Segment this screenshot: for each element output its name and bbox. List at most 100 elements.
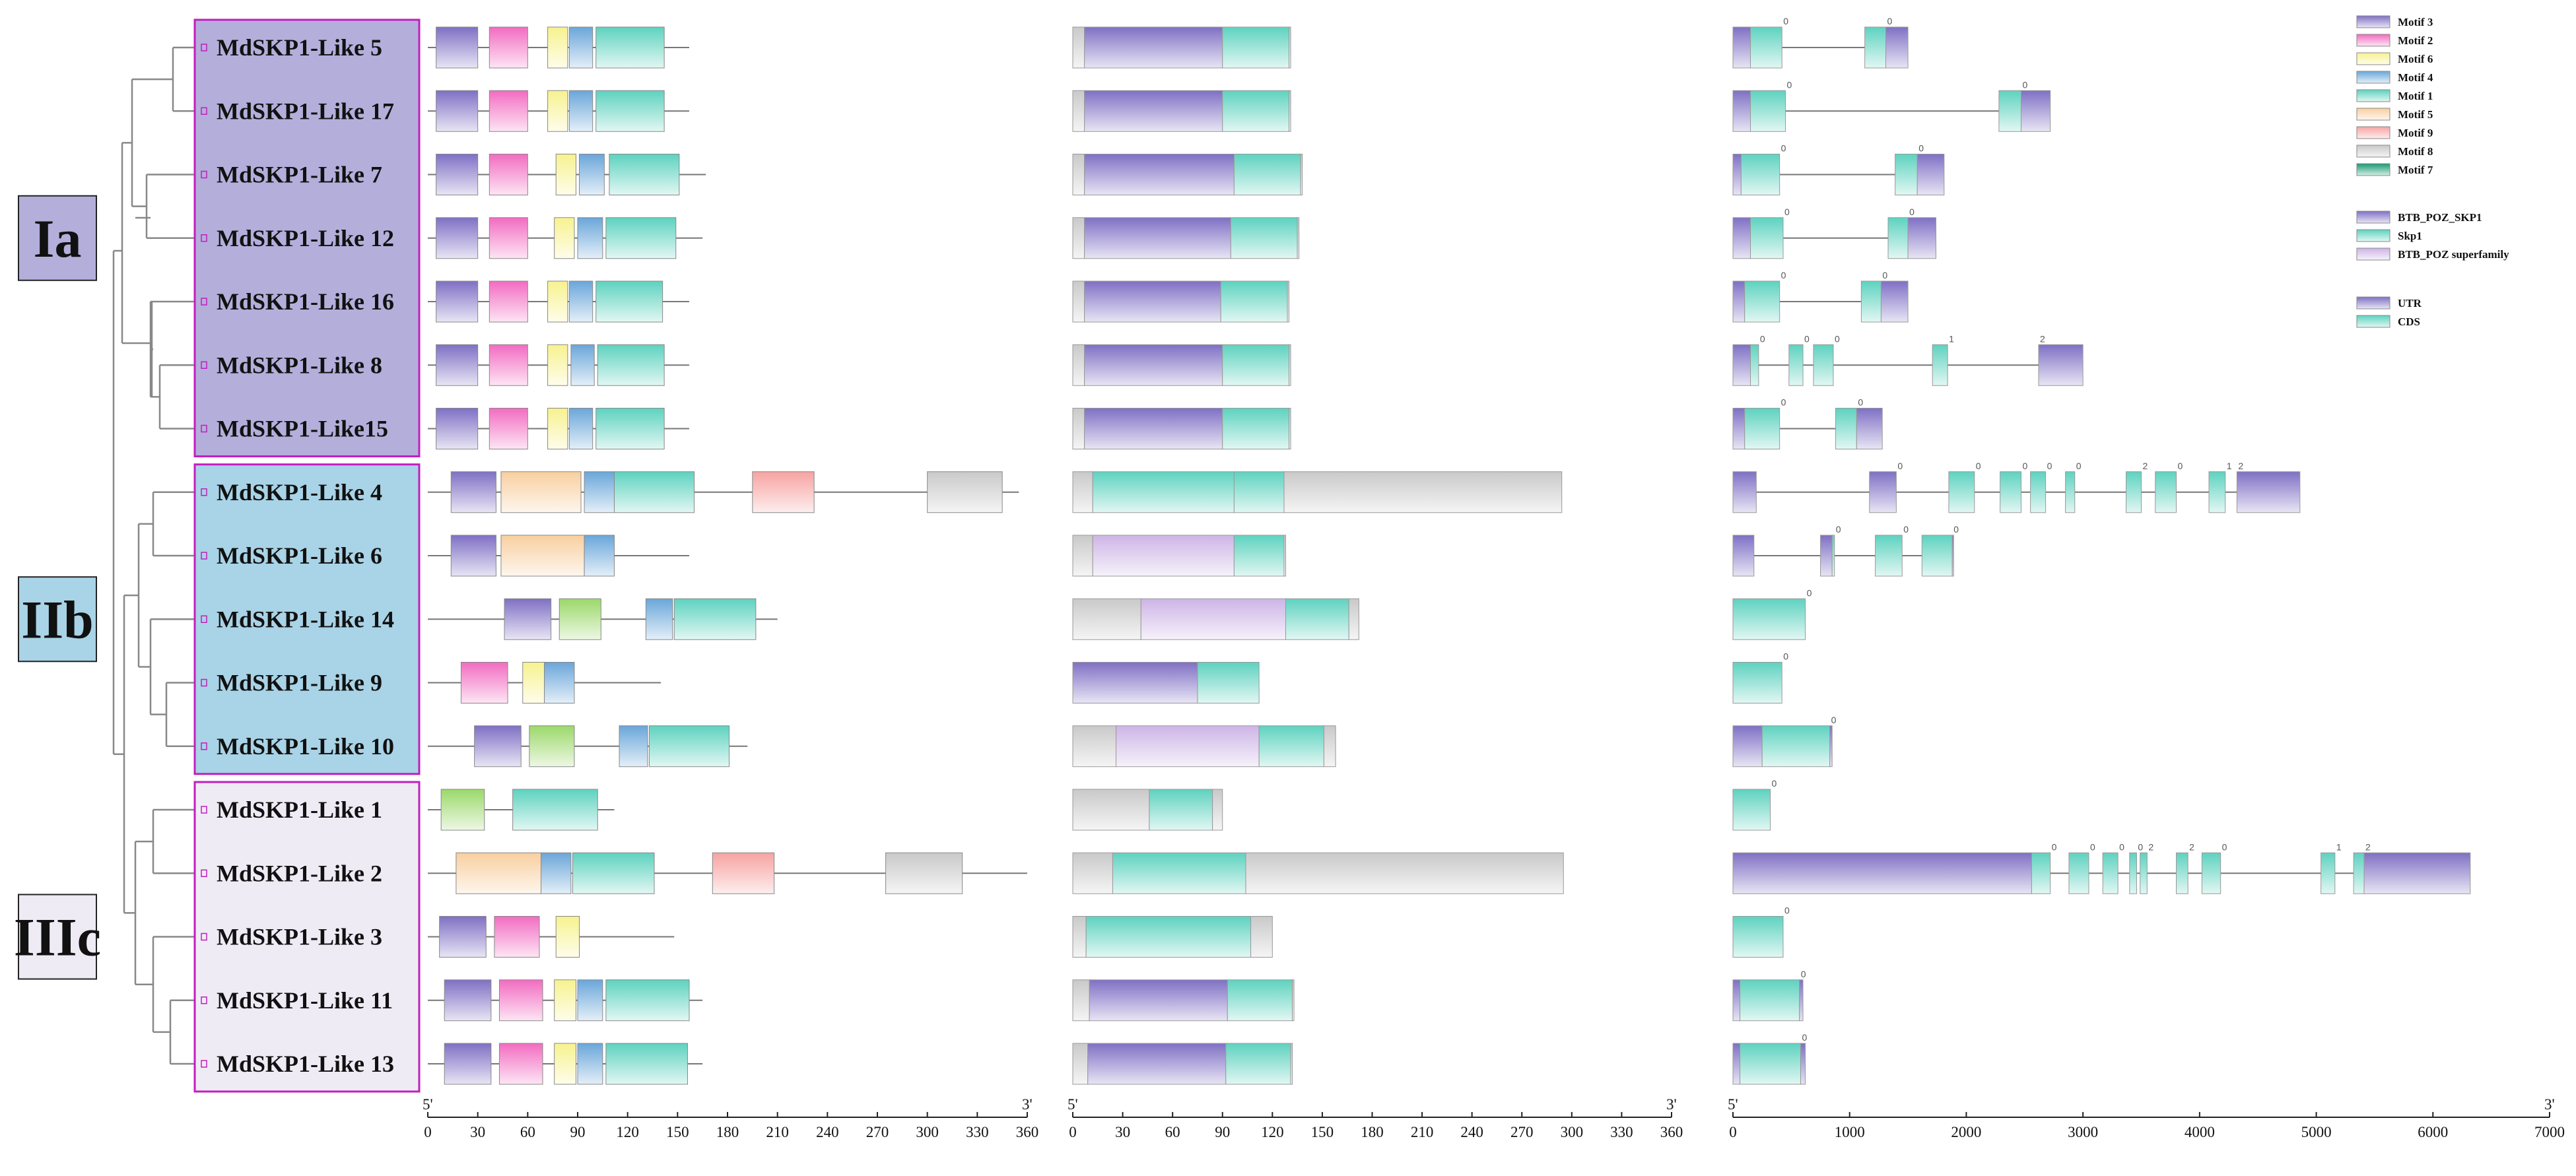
cds-exon (2353, 852, 2365, 894)
utr-exon (2363, 852, 2471, 894)
intron-phase-label: 0 (2052, 841, 2057, 852)
legend-swatch (2356, 315, 2390, 328)
axis-tick-label: 90 (570, 1124, 586, 1140)
intron-phase-label: 0 (2119, 841, 2124, 852)
leaf-marker (201, 552, 207, 560)
domain-btb-box (1084, 26, 1223, 69)
motif-4-box (568, 408, 593, 449)
cds-exon (1864, 26, 1886, 69)
leaf-marker (201, 678, 207, 687)
axis-tick-label: 330 (966, 1124, 989, 1140)
legend-swatch (2356, 52, 2390, 65)
cds-exon (2140, 852, 2148, 894)
cds-exon (1732, 916, 1784, 958)
axis-tick-label: 7000 (2534, 1124, 2565, 1140)
motif-2-box (498, 1043, 543, 1085)
motif-6-box (547, 26, 568, 69)
domain-grey-box (1072, 535, 1093, 577)
leaf-marker (201, 44, 207, 51)
legend-swatch (2356, 229, 2390, 242)
legend-label: Motif 5 (2398, 108, 2433, 121)
utr-exon (1916, 154, 1945, 195)
domain-axis: 5' 3' 0 30 60 90 120 150 180 210 240 270 300 330 360 (1068, 1096, 1683, 1140)
cds-exon (1948, 471, 1975, 513)
domain-grey-box (1245, 852, 1564, 894)
cds-exon (1875, 535, 1903, 577)
domain-grey-box (1289, 408, 1291, 449)
motif-6-box (554, 217, 575, 259)
cds-exon (1860, 280, 1881, 323)
domain-skp1-box (1197, 662, 1260, 703)
motif-1-box (595, 26, 665, 69)
axis-tick-label: 360 (1016, 1124, 1039, 1140)
domain-btb-box (1089, 979, 1228, 1022)
intron-phase-label: 2 (2148, 841, 2153, 852)
motif-1-box (512, 789, 598, 831)
utr-exon (1732, 979, 1741, 1022)
motif-6-box (547, 90, 568, 132)
legend-label: Motif 6 (2398, 53, 2433, 65)
motif-2-box (489, 217, 528, 259)
motif-1-box (605, 1043, 688, 1085)
gene-axis: 5' 3' 0 1000 2000 3000 4000 5000 6000 7000 (1728, 1096, 2565, 1140)
intron-phase-label: 1 (2336, 841, 2342, 852)
domain-btb-box (1084, 217, 1231, 259)
motif-1-box (609, 154, 680, 195)
cds-exon (1788, 344, 1804, 386)
domain-grey-box (1283, 535, 1286, 577)
motif-1-box (595, 90, 665, 132)
axis-tick-label: 60 (520, 1124, 535, 1140)
intron-phase-label: 0 (1804, 333, 1810, 344)
gene-name: MdSKP1-Like 4 (217, 479, 382, 506)
leaf-marker (201, 488, 207, 496)
domain-grey-box (1072, 852, 1113, 894)
legend-label: BTB_POZ_SKP1 (2398, 211, 2482, 224)
gene-name: MdSKP1-Like15 (217, 416, 388, 442)
axis-tick-label: 240 (1460, 1124, 1483, 1140)
domain-skp1-box (1092, 471, 1235, 513)
domain-skp1-box (1227, 979, 1293, 1022)
utr-exon (2020, 90, 2051, 132)
cds-exon (2065, 471, 2076, 513)
cds-exon (1750, 26, 1782, 69)
cds-exon (1835, 408, 1857, 449)
domain-btb-box (1084, 344, 1223, 386)
axis-tick-label: 90 (1215, 1124, 1230, 1140)
cds-exon (2208, 471, 2226, 513)
domain-super-box (1116, 725, 1260, 768)
motif-6-box (554, 979, 576, 1022)
cds-exon (1750, 90, 1786, 132)
domain-grey-box (1283, 471, 1563, 513)
axis-tick-label: 6000 (2418, 1124, 2448, 1140)
utr-exon (1820, 535, 1833, 577)
intron-phase-label: 2 (2238, 461, 2243, 471)
domain-grey-box (1300, 154, 1303, 195)
utr-exon (2236, 471, 2301, 513)
utr-exon (1732, 1043, 1741, 1085)
motif-axis: 5' 3' 0 30 60 90 120 150 180 210 240 270 300 330 360 (423, 1096, 1038, 1140)
domain-skp1-box (1285, 598, 1349, 640)
utr-exon (2038, 344, 2084, 386)
motif-1-box (595, 408, 665, 449)
utr-exon (1829, 725, 1833, 768)
cds-exon (2129, 852, 2137, 894)
axis-tick-label: 120 (616, 1124, 639, 1140)
legend-label: BTB_POZ superfamily (2398, 248, 2509, 261)
intron-phase-label: 1 (2227, 461, 2232, 471)
domain-btb-box (1087, 1043, 1227, 1085)
cds-exon (2126, 471, 2142, 513)
legend-swatch (2356, 145, 2390, 158)
motif-4-box (577, 217, 603, 259)
axis-tick-label: 150 (666, 1124, 689, 1140)
gene-row: MdSKP1-Like 16 0 0 (201, 270, 1909, 323)
utr-exon (1951, 535, 1954, 577)
intron-phase-label: 0 (1807, 587, 1812, 598)
motif-1-box (613, 471, 695, 513)
cds-exon (1932, 344, 1948, 386)
legend-label: Motif 4 (2398, 71, 2433, 84)
motif-1-box (572, 852, 655, 894)
motif-2-box (489, 154, 528, 195)
motif-3-box (436, 26, 479, 69)
gene-row: MdSKP1-Like 3 0 (201, 905, 1790, 958)
